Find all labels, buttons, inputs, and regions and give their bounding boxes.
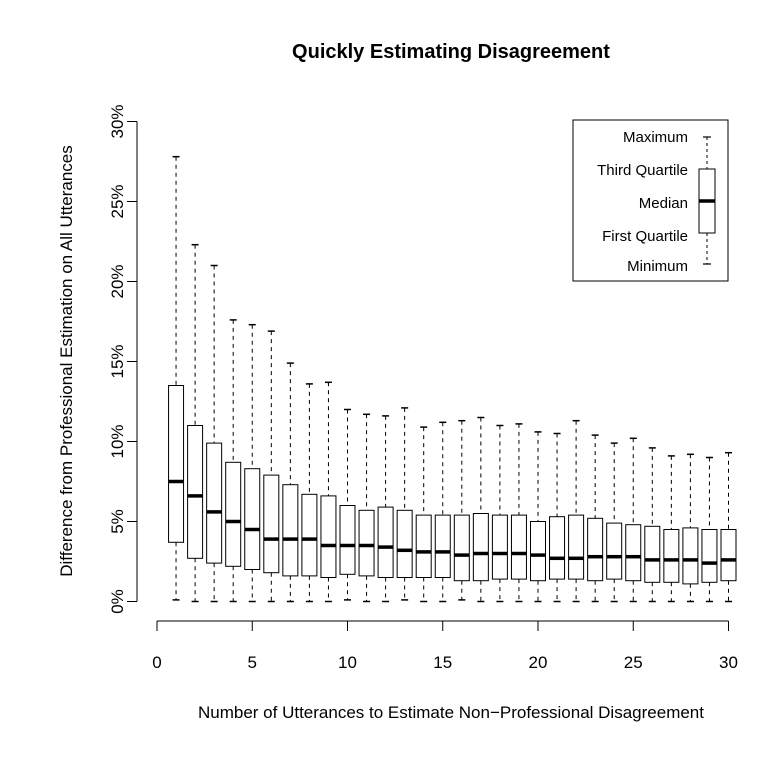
iqr-box-25 [625, 524, 642, 582]
box-19 [510, 423, 527, 603]
box-25 [625, 437, 642, 603]
box-8 [301, 383, 318, 603]
iqr-box-6 [263, 474, 280, 574]
iqr-box-5 [244, 468, 261, 571]
box-26 [644, 447, 661, 603]
box-5 [244, 323, 261, 603]
iqr-box-4 [225, 461, 242, 567]
box-15 [434, 421, 451, 603]
box-23 [587, 434, 604, 603]
iqr-box-15 [434, 514, 451, 578]
box-29 [701, 456, 718, 603]
y-tick-label-30: 30% [108, 104, 127, 138]
iqr-box-27 [663, 529, 680, 583]
box-14 [415, 426, 432, 603]
box-2 [187, 243, 204, 603]
iqr-box-3 [206, 442, 223, 564]
box-27 [663, 455, 680, 603]
box-16 [453, 419, 470, 601]
x-tick-label-15: 15 [433, 653, 452, 672]
box-3 [206, 264, 223, 603]
x-tick-label-25: 25 [624, 653, 643, 672]
iqr-box-14 [415, 514, 432, 578]
box-12 [377, 415, 394, 603]
iqr-box-21 [549, 516, 566, 580]
iqr-box-2 [187, 425, 204, 559]
iqr-box-11 [358, 509, 375, 577]
x-tick-label-10: 10 [338, 653, 357, 672]
iqr-box-28 [682, 527, 699, 585]
boxes-group [168, 155, 737, 603]
legend: Maximum Third Quartile Median First Quar… [572, 119, 729, 282]
box-17 [472, 416, 489, 603]
box-6 [263, 330, 280, 603]
legend-label-maximum: Maximum [623, 129, 688, 146]
box-20 [530, 431, 546, 603]
box-11 [358, 413, 375, 603]
box-30 [720, 451, 737, 603]
legend-label-minimum: Minimum [627, 258, 688, 275]
iqr-box-29 [701, 529, 718, 583]
y-tick-label-5: 5% [108, 509, 127, 534]
x-tick-label-20: 20 [529, 653, 548, 672]
iqr-box-10 [339, 505, 356, 575]
iqr-box-20 [530, 521, 546, 582]
box-10 [339, 408, 356, 601]
iqr-box-23 [587, 517, 604, 582]
iqr-box-8 [301, 493, 318, 577]
iqr-box-24 [606, 522, 623, 580]
y-axis-label: Difference from Professional Estimation … [57, 145, 76, 577]
iqr-box-18 [491, 514, 508, 580]
box-24 [606, 442, 623, 603]
box-18 [491, 424, 508, 603]
x-tick-label-30: 30 [719, 653, 738, 672]
iqr-box-9 [320, 495, 337, 578]
iqr-box-19 [510, 514, 527, 580]
x-tick-label-5: 5 [248, 653, 257, 672]
box-1 [168, 155, 185, 601]
y-axis: 0% 5% 10% 15% 20% 25% 30% [108, 104, 138, 614]
iqr-box-30 [720, 529, 737, 582]
iqr-box-26 [644, 525, 661, 583]
y-tick-label-0: 0% [108, 589, 127, 614]
y-tick-label-15: 15% [108, 344, 127, 378]
iqr-box-7 [282, 484, 299, 577]
iqr-box-12 [377, 506, 394, 579]
box-9 [320, 381, 337, 603]
box-28 [682, 453, 699, 603]
y-tick-label-20: 20% [108, 264, 127, 298]
iqr-box-13 [396, 509, 413, 578]
iqr-box-22 [568, 514, 585, 580]
iqr-box-1 [168, 385, 185, 543]
box-7 [282, 362, 299, 603]
y-tick-label-10: 10% [108, 424, 127, 458]
iqr-box-16 [453, 514, 470, 582]
legend-label-median: Median [639, 195, 688, 212]
box-21 [549, 432, 566, 603]
box-13 [396, 407, 413, 601]
x-axis: 0 5 10 15 20 25 30 [152, 620, 738, 672]
y-tick-label-25: 25% [108, 184, 127, 218]
legend-label-first-quartile: First Quartile [602, 228, 688, 245]
x-tick-label-0: 0 [152, 653, 161, 672]
legend-label-third-quartile: Third Quartile [597, 162, 688, 179]
box-4 [225, 319, 242, 603]
iqr-box-17 [472, 513, 489, 582]
box-22 [568, 419, 585, 603]
chart-title: Quickly Estimating Disagreement [292, 41, 610, 63]
x-axis-label: Number of Utterances to Estimate Non−Pro… [198, 703, 704, 722]
